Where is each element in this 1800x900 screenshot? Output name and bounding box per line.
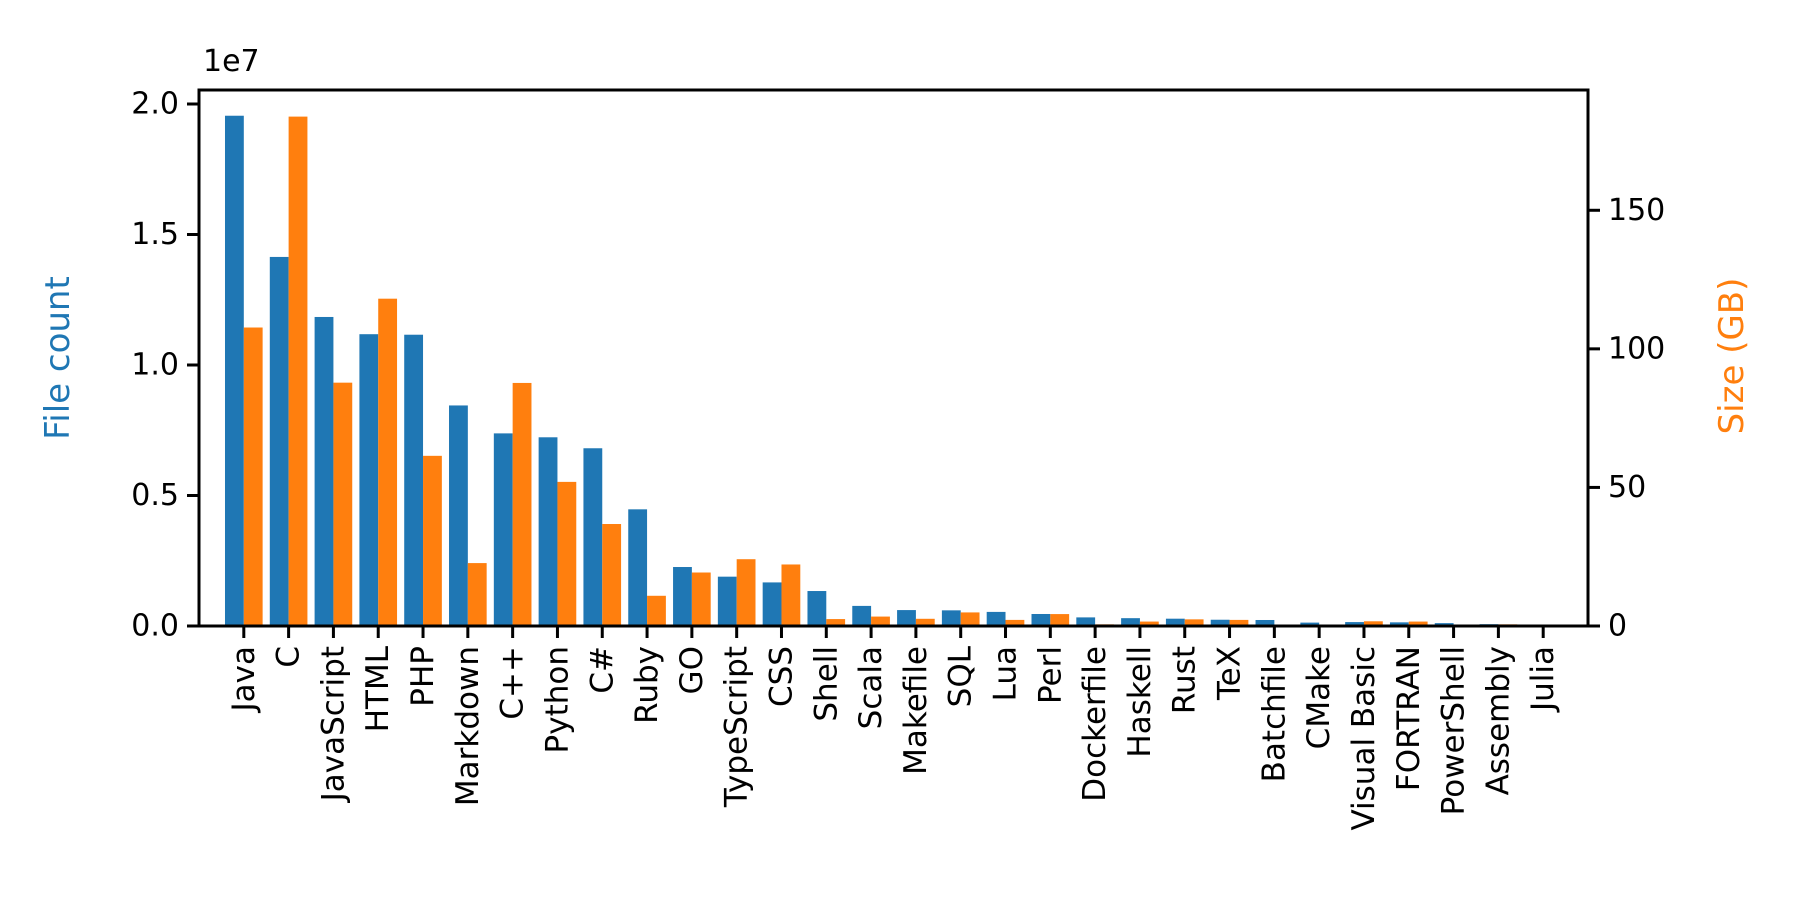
x-tick-label-batchfile: Batchfile xyxy=(1256,646,1292,782)
bar-files-go xyxy=(673,567,692,626)
bar-files-sql xyxy=(941,610,961,626)
x-tick-label-assembly: Assembly xyxy=(1480,646,1516,795)
bar-files-lua xyxy=(986,611,1006,626)
bar-files-java xyxy=(224,115,244,626)
x-tick-label-java: Java xyxy=(226,646,262,713)
bar-size-c xyxy=(512,382,532,626)
x-tick-label-go: GO xyxy=(674,646,710,694)
bar-size-php xyxy=(423,455,442,626)
bar-size-c xyxy=(602,524,622,626)
bar-files-markdown xyxy=(449,405,468,626)
bar-files-cmake xyxy=(1300,622,1320,626)
left-axis-offset-text: 1e7 xyxy=(203,44,260,79)
bar-size-scala xyxy=(871,616,890,626)
left-tick-label-1.0: 1.0 xyxy=(131,347,179,382)
bar-size-tex xyxy=(1229,619,1249,626)
left-tick-label-1.5: 1.5 xyxy=(131,217,179,252)
bar-files-c xyxy=(583,448,603,626)
bar-files-c xyxy=(493,433,513,626)
right-tick-label-50: 50 xyxy=(1608,470,1646,505)
bar-files-tex xyxy=(1210,619,1230,626)
bar-size-html xyxy=(378,298,398,626)
x-tick-label-ruby: Ruby xyxy=(629,646,665,724)
x-tick-label-haskell: Haskell xyxy=(1122,646,1158,758)
bar-files-typescript xyxy=(717,576,737,626)
bar-size-perl xyxy=(1050,614,1070,626)
bar-files-css xyxy=(762,582,782,626)
x-tick-label-julia: Julia xyxy=(1525,646,1561,713)
x-tick-label-visual-basic: Visual Basic xyxy=(1346,646,1382,830)
right-tick-label-0: 0 xyxy=(1608,609,1627,644)
x-tick-label-shell: Shell xyxy=(808,646,844,722)
left-tick-label-0.5: 0.5 xyxy=(131,478,179,513)
bar-files-fortran xyxy=(1389,622,1409,626)
right-tick-label-100: 100 xyxy=(1608,331,1665,366)
x-tick-label-php: PHP xyxy=(405,646,441,707)
x-tick-label-css: CSS xyxy=(763,646,799,707)
left-tick-label-0.0: 0.0 xyxy=(131,609,179,644)
bar-size-fortran xyxy=(1408,621,1428,626)
bar-files-c xyxy=(269,256,289,626)
bar-files-javascript xyxy=(314,316,334,626)
left-axis-title: File count xyxy=(38,276,78,440)
x-tick-label-c: C xyxy=(271,646,307,668)
x-tick-label-cmake: CMake xyxy=(1301,646,1337,749)
x-tick-label-c: C# xyxy=(584,646,620,694)
bar-size-typescript xyxy=(736,559,756,626)
bar-size-shell xyxy=(826,619,846,626)
bar-files-shell xyxy=(807,591,827,626)
bar-size-rust xyxy=(1184,619,1204,626)
x-tick-label-c: C++ xyxy=(495,646,531,720)
x-tick-label-tex: TeX xyxy=(1212,646,1248,701)
x-tick-label-javascript: JavaScript xyxy=(315,646,351,803)
right-tick-label-150: 150 xyxy=(1608,193,1665,228)
x-tick-label-fortran: FORTRAN xyxy=(1391,646,1427,791)
bar-size-visual-basic xyxy=(1363,621,1383,626)
x-tick-label-python: Python xyxy=(539,646,575,753)
x-tick-label-lua: Lua xyxy=(988,646,1024,701)
x-tick-label-markdown: Markdown xyxy=(450,646,486,806)
bar-files-html xyxy=(359,334,379,626)
bar-size-sql xyxy=(960,612,980,626)
bar-size-go xyxy=(691,572,711,626)
bar-files-dockerfile xyxy=(1076,617,1096,626)
bar-files-ruby xyxy=(628,509,648,626)
bar-size-makefile xyxy=(915,618,935,626)
plot-border xyxy=(197,88,1590,628)
left-tick-label-2.0: 2.0 xyxy=(131,86,179,121)
bar-size-ruby xyxy=(647,595,666,626)
right-axis-title: Size (GB) xyxy=(1712,277,1752,435)
x-tick-label-dockerfile: Dockerfile xyxy=(1077,646,1113,802)
bar-files-haskell xyxy=(1121,618,1140,626)
bar-size-python xyxy=(557,481,577,626)
x-tick-label-html: HTML xyxy=(360,645,396,732)
bar-size-css xyxy=(781,564,801,626)
bar-size-c xyxy=(288,116,308,627)
x-tick-label-rust: Rust xyxy=(1167,646,1203,714)
bar-files-php xyxy=(404,334,424,626)
x-tick-label-typescript: TypeScript xyxy=(719,646,755,808)
bar-files-visual-basic xyxy=(1345,622,1364,626)
bar-size-java xyxy=(243,327,263,626)
bar-files-rust xyxy=(1165,618,1185,626)
x-tick-label-makefile: Makefile xyxy=(898,646,934,775)
bar-files-batchfile xyxy=(1255,619,1275,626)
x-tick-label-perl: Perl xyxy=(1032,646,1068,704)
bar-files-scala xyxy=(852,605,872,626)
bar-size-javascript xyxy=(333,382,353,626)
bar-size-haskell xyxy=(1139,621,1159,626)
x-tick-label-scala: Scala xyxy=(853,646,889,729)
bar-size-lua xyxy=(1005,619,1025,626)
bar-size-markdown xyxy=(467,563,487,626)
x-tick-label-powershell: PowerShell xyxy=(1436,646,1472,815)
bar-files-makefile xyxy=(897,610,916,626)
bar-files-python xyxy=(538,437,558,626)
x-tick-label-sql: SQL xyxy=(943,645,979,707)
bar-files-perl xyxy=(1031,613,1051,626)
